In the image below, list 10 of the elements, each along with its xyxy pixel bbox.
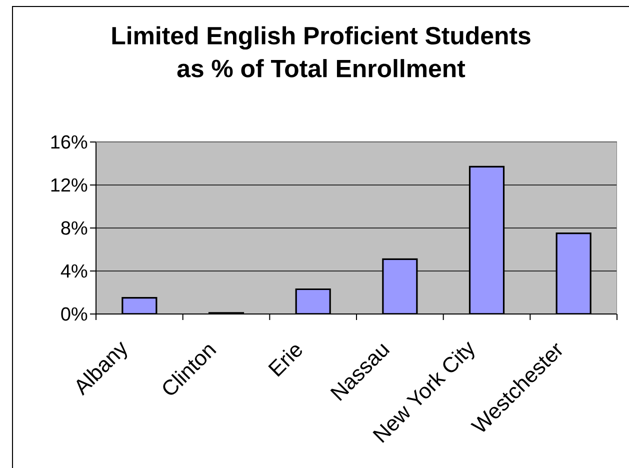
- y-tick-label: 16%: [51, 135, 88, 149]
- y-tick-label: 8%: [61, 221, 88, 235]
- chart-title: Limited English Proficient Students as % of Total Enrollment: [112, 26, 530, 78]
- bar: [382, 258, 418, 314]
- y-tick-label: 4%: [60, 264, 88, 278]
- y-tick-label: 12%: [51, 178, 88, 192]
- x-tick-label: Erie: [268, 345, 302, 377]
- bar: [556, 232, 592, 314]
- bar: [468, 166, 505, 314]
- y-tick-label: 0%: [61, 307, 88, 321]
